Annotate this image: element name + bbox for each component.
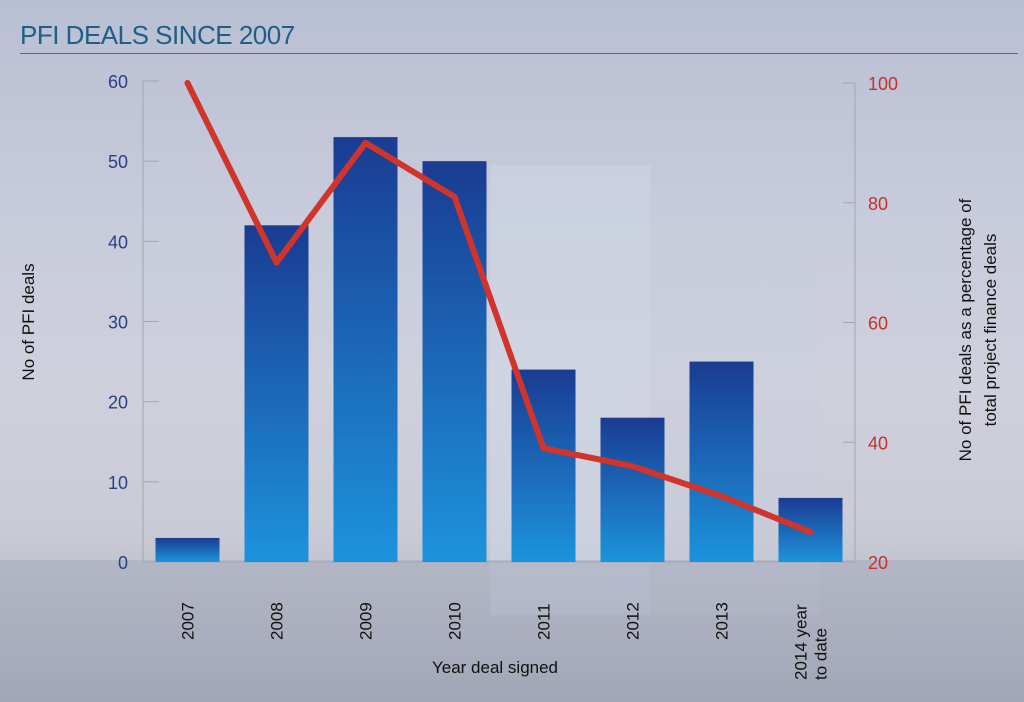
x-tick-label: 2008 — [268, 602, 287, 640]
y2-axis-title-line2: total project finance deals — [981, 234, 1000, 427]
y2-tick-label: 40 — [868, 433, 888, 453]
x-tick-label: 2009 — [357, 602, 376, 640]
x-tick-label: 2007 — [179, 602, 198, 640]
y-tick-label: 10 — [108, 473, 128, 493]
y-tick-label: 0 — [118, 553, 128, 573]
background-street — [0, 560, 1024, 702]
y-tick-label: 20 — [108, 393, 128, 413]
y-tick-label: 40 — [108, 232, 128, 252]
bar-2007 — [155, 537, 220, 562]
y-tick-label: 60 — [108, 72, 128, 92]
bar-2008 — [244, 225, 309, 563]
x-tick-label: 2013 — [713, 602, 732, 640]
x-tick-label: 2012 — [624, 602, 643, 640]
y2-tick-label: 80 — [868, 194, 888, 214]
x-tick-label: 2014 year — [792, 604, 811, 680]
chart-title: PFI DEALS SINCE 2007 — [20, 20, 295, 50]
y2-tick-label: 60 — [868, 314, 888, 334]
y2-tick-label: 100 — [868, 74, 898, 94]
title-rule — [20, 53, 1018, 54]
bar-2012 — [600, 417, 665, 562]
y2-tick-label: 20 — [868, 553, 888, 573]
x-tick-label: to date — [812, 628, 831, 680]
y-axis-title: No of PFI deals — [19, 263, 38, 380]
y2-axis-title-line1: No of PFI deals as a percentage of — [956, 198, 975, 461]
x-axis-title: Year deal signed — [432, 658, 558, 677]
y-tick-label: 50 — [108, 152, 128, 172]
bar-2010 — [422, 161, 487, 562]
x-tick-label: 2011 — [535, 603, 554, 640]
bar-2011 — [511, 369, 576, 562]
bar-2013 — [689, 361, 754, 562]
y-tick-label: 30 — [108, 313, 128, 333]
bar-2009 — [333, 137, 398, 562]
percentage-line — [184, 80, 814, 536]
x-tick-label: 2010 — [446, 602, 465, 640]
